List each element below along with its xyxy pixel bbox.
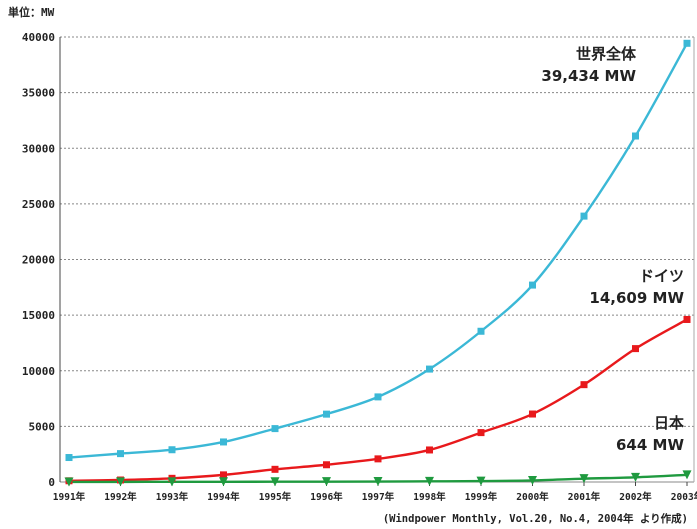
series-0-point-2 — [168, 446, 176, 454]
x-tick-label-8: 1999年 — [465, 491, 498, 503]
x-tick-label-2: 1993年 — [156, 491, 189, 503]
series-1-point-11 — [632, 345, 639, 353]
series-2-point-4 — [270, 477, 280, 487]
series-lines — [68, 42, 689, 484]
series-1-point-10 — [580, 381, 588, 389]
series-1-point-9 — [529, 410, 536, 418]
x-tick-label-11: 2002年 — [619, 491, 652, 503]
label-world-value: 39,434 MW — [541, 67, 636, 85]
series-1-point-4 — [271, 465, 279, 473]
series-0-point-7 — [426, 365, 433, 373]
series-1-point-6 — [374, 455, 382, 463]
series-1-point-7 — [426, 446, 433, 454]
series-2-point-12 — [682, 470, 692, 480]
x-tick-label-4: 1995年 — [259, 491, 292, 503]
y-tick-label-5: 25000 — [22, 198, 55, 211]
series-0-point-12 — [683, 39, 691, 47]
series-0-point-10 — [580, 212, 588, 220]
x-tick-label-6: 1997年 — [362, 491, 395, 503]
series-0-point-9 — [529, 281, 536, 289]
x-tick-label-5: 1996年 — [310, 491, 343, 503]
label-japan-name: 日本 — [654, 414, 684, 432]
unit-label: 単位：MW — [8, 5, 55, 19]
y-axis-ticks: 0 5000 10000 15000 20000 25000 30000 35000 40000 — [22, 31, 55, 489]
y-tick-label-4: 20000 — [22, 254, 55, 267]
y-tick-label-0: 0 — [48, 476, 55, 489]
x-tick-label-0: 1991年 — [53, 491, 86, 503]
series-markers — [64, 39, 692, 487]
series-0-point-8 — [477, 327, 485, 335]
series-1-point-3 — [220, 471, 227, 479]
y-tick-label-7: 35000 — [22, 87, 55, 100]
series-2-point-2 — [167, 477, 177, 487]
series-2-point-5 — [322, 477, 331, 487]
x-tick-label-1: 1992年 — [104, 491, 137, 503]
series-2-point-0 — [64, 477, 74, 487]
series-1-point-12 — [683, 315, 691, 323]
series-2-point-3 — [219, 477, 228, 487]
x-tick-label-10: 2001年 — [568, 491, 601, 503]
source-note: (Windpower Monthly, Vol.20, No.4, 2004年 … — [383, 512, 688, 525]
x-tick-label-12: 2003年 — [671, 491, 697, 503]
series-1-point-8 — [477, 429, 485, 437]
series-2-point-10 — [579, 474, 589, 484]
x-axis-ticks: 1991年 1992年 1993年 1994年 1995年 1996年 1997年 1998年… — [53, 482, 697, 503]
series-0-point-6 — [374, 393, 382, 401]
series-2-point-1 — [116, 477, 125, 487]
series-0-point-0 — [65, 454, 73, 462]
series-0-point-3 — [220, 438, 227, 446]
series-2-point-11 — [631, 472, 640, 482]
y-tick-label-3: 15000 — [22, 309, 55, 322]
y-tick-label-1: 5000 — [29, 420, 56, 433]
gridlines — [59, 36, 695, 483]
series-0-point-1 — [117, 450, 124, 458]
series-2-point-7 — [425, 476, 434, 486]
series-2-point-9 — [528, 475, 537, 485]
series-0-point-11 — [632, 132, 639, 140]
series-2-point-6 — [373, 477, 383, 487]
series-2-point-8 — [476, 476, 486, 486]
series-0-point-4 — [271, 425, 279, 433]
x-tick-label-9: 2000年 — [516, 491, 549, 503]
x-tick-label-3: 1994年 — [207, 491, 240, 503]
y-tick-label-6: 30000 — [22, 142, 55, 155]
series-0-point-5 — [323, 410, 330, 418]
label-germany-name: ドイツ — [639, 267, 684, 285]
label-germany-value: 14,609 MW — [589, 289, 684, 307]
x-tick-label-7: 1998年 — [413, 491, 446, 503]
label-world-name: 世界全体 — [576, 45, 637, 63]
label-japan-value: 644 MW — [616, 436, 684, 454]
y-tick-label-8: 40000 — [22, 31, 55, 44]
y-tick-label-2: 10000 — [22, 365, 55, 378]
series-1-point-5 — [323, 461, 330, 469]
